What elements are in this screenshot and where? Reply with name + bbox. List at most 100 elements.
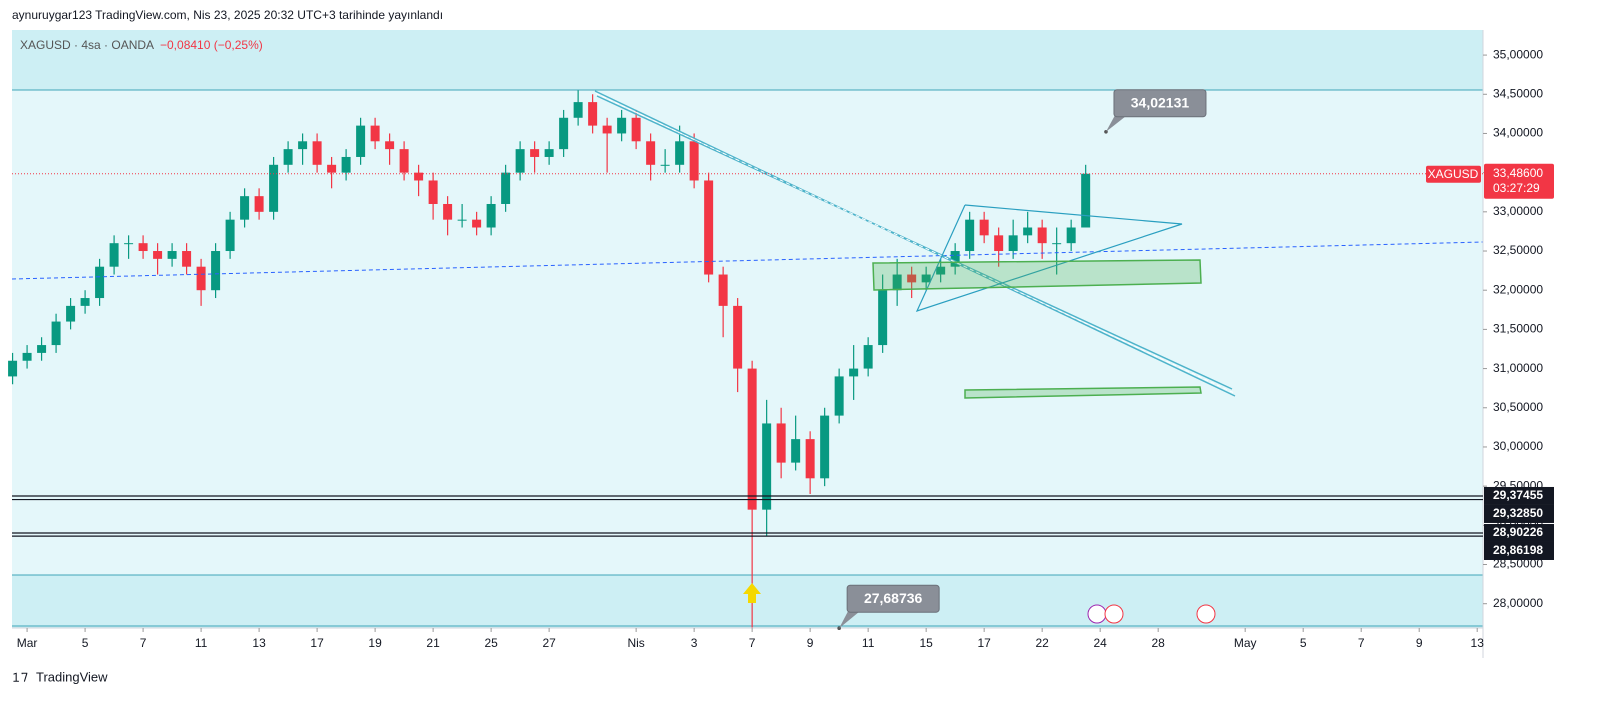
price-level-tag xyxy=(1484,504,1554,523)
event-icon xyxy=(1196,604,1216,624)
y-tick-label: 31,00000 xyxy=(1493,361,1543,375)
plot-background xyxy=(12,30,1483,628)
price-level-tag xyxy=(1484,486,1554,505)
x-tick-label: 9 xyxy=(1416,636,1423,650)
price-level-label: 29,37455 xyxy=(1493,488,1543,502)
arrow-up xyxy=(743,583,761,603)
candle-body xyxy=(660,164,670,166)
symbol-line: XAGUSD · 4sa · OANDA xyxy=(20,38,154,52)
candle-body xyxy=(95,266,105,299)
candle-body xyxy=(1066,227,1076,244)
x-tick-label: 3 xyxy=(691,636,698,650)
candle-body xyxy=(820,415,830,479)
candle-body xyxy=(283,149,293,165)
candle-body xyxy=(1081,173,1091,228)
x-tick-label: 11 xyxy=(862,636,875,650)
candle-body xyxy=(950,251,960,267)
price-level-label: 28,86198 xyxy=(1493,543,1543,557)
x-tick-label: 13 xyxy=(252,636,266,650)
x-tick-label: 17 xyxy=(977,636,991,650)
x-tick-label: 9 xyxy=(807,636,814,650)
candle-body xyxy=(849,368,859,377)
candle-body xyxy=(704,180,714,275)
footer: TradingView xyxy=(36,669,108,684)
candle-body xyxy=(182,251,192,267)
zone-rect xyxy=(872,259,1202,291)
x-tick-label: 7 xyxy=(749,636,756,650)
y-tick-label: 34,00000 xyxy=(1493,126,1543,140)
y-tick-label: 28,00000 xyxy=(1493,596,1543,610)
candle-body xyxy=(544,149,554,157)
candle-body xyxy=(51,321,61,346)
price-level-tag xyxy=(1484,541,1554,560)
candle-body xyxy=(573,102,583,118)
candle-body xyxy=(776,423,786,463)
candle-body xyxy=(530,149,540,157)
y-tick-label: 33,00000 xyxy=(1493,204,1543,218)
zone-rect xyxy=(964,386,1202,399)
y-tick-label: 31,50000 xyxy=(1493,322,1543,336)
candle-body xyxy=(878,290,888,346)
dashed-trendline xyxy=(11,241,1484,280)
candle-body xyxy=(805,439,815,479)
price-tag-label: 33,48600 xyxy=(1493,166,1543,180)
x-tick-label: 13 xyxy=(1471,636,1485,650)
candle-body xyxy=(501,172,511,204)
candle-body xyxy=(718,274,728,306)
annotation-box xyxy=(846,584,940,613)
candle-body xyxy=(994,235,1004,252)
candle-body xyxy=(559,117,569,150)
candle-body xyxy=(602,125,612,134)
y-tick-label: 34,50000 xyxy=(1493,86,1543,100)
x-tick-label: Mar xyxy=(17,636,38,650)
candle-body xyxy=(211,251,221,291)
candle-body xyxy=(834,376,844,416)
event-icon xyxy=(1104,604,1124,624)
candle-body xyxy=(631,117,641,142)
candle-body xyxy=(225,219,235,252)
candle-body xyxy=(356,125,366,157)
x-tick-label: 19 xyxy=(368,636,382,650)
logo: 𝟷𝟽 xyxy=(12,669,29,684)
x-tick-label: 7 xyxy=(1358,636,1365,650)
y-tick-label: 32,50000 xyxy=(1493,243,1543,257)
candle-body xyxy=(254,196,264,212)
x-tick-label: 11 xyxy=(195,636,208,650)
candle-body xyxy=(979,219,989,236)
candle-body xyxy=(327,164,337,173)
event-icon xyxy=(1087,604,1107,624)
zone-top xyxy=(12,30,1483,90)
price-tag xyxy=(1484,163,1554,199)
x-tick-label: 25 xyxy=(484,636,498,650)
candle-body xyxy=(1008,235,1018,252)
candle-body xyxy=(936,266,946,275)
candle-body xyxy=(747,368,757,510)
x-tick-label: 5 xyxy=(1300,636,1307,650)
candle-body xyxy=(414,172,424,181)
candle-body xyxy=(22,352,32,361)
header: aynuruygar123 TradingView.com, Nis 23, 2… xyxy=(12,8,443,22)
candle-body xyxy=(733,305,743,369)
channel-mid xyxy=(595,93,1234,393)
price-level-label: 28,90226 xyxy=(1493,525,1543,539)
symbol-tag xyxy=(1426,165,1481,183)
x-tick-label: 7 xyxy=(140,636,147,650)
candle-body xyxy=(892,274,902,291)
candle-body xyxy=(588,102,598,126)
x-tick-label: May xyxy=(1234,636,1257,650)
candle-body xyxy=(921,274,931,283)
candle-body xyxy=(124,243,134,245)
candle-body xyxy=(66,305,76,322)
candle-body xyxy=(907,274,917,283)
candle-body xyxy=(617,117,627,134)
x-tick-label: 22 xyxy=(1035,636,1049,650)
candle-body xyxy=(791,439,801,463)
candle-body xyxy=(269,164,279,212)
candle-body xyxy=(457,219,467,221)
x-tick-label: 15 xyxy=(919,636,933,650)
y-tick-label: 35,00000 xyxy=(1493,47,1543,61)
candle-body xyxy=(1023,227,1033,236)
candle-body xyxy=(341,156,351,173)
candle-body xyxy=(1052,243,1062,245)
overlay: 28,0000028,5000029,0000029,5000030,00000… xyxy=(12,47,1554,650)
